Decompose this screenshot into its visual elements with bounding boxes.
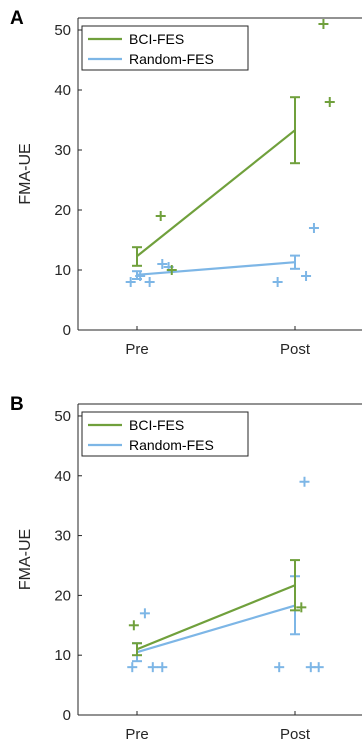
- data-point: [313, 662, 324, 673]
- series-bci-fes: [132, 19, 335, 275]
- data-point: [308, 223, 319, 233]
- x-tick-label: Post: [280, 341, 311, 358]
- y-tick-label: 0: [63, 707, 71, 724]
- legend-entry-label: Random-FES: [129, 437, 214, 453]
- legend: BCI-FES Random-FES: [81, 25, 249, 71]
- data-point: [166, 265, 177, 275]
- data-point: [147, 662, 158, 673]
- data-point: [135, 271, 146, 281]
- data-point: [155, 211, 166, 221]
- chart-panel-b: 0 10 20 30 40 50 Pre Post FMA-UE B BCI-FES Random-F…: [10, 394, 362, 742]
- data-point: [125, 277, 136, 287]
- y-axis-label: FMA-UE: [17, 143, 34, 204]
- chart-panel-a: 0 10 20 30 40 50 Pre Post FMA-UE A BCI-FES Random-F…: [10, 8, 362, 358]
- data-point: [274, 662, 285, 673]
- data-point: [157, 662, 168, 673]
- data-point: [301, 271, 312, 281]
- series-bci-fes: [128, 559, 307, 657]
- y-tick-label: 50: [54, 22, 71, 39]
- mean-line: [136, 584, 296, 651]
- y-axis-label: FMA-UE: [17, 529, 34, 590]
- x-tick-label: Post: [280, 726, 311, 742]
- data-point: [128, 620, 139, 631]
- data-point: [144, 277, 155, 287]
- legend-box: [81, 411, 249, 457]
- y-tick-label: 0: [63, 322, 71, 339]
- y-tick-label: 40: [54, 468, 71, 485]
- x-tick-label: Pre: [125, 341, 148, 358]
- mean-line: [136, 129, 296, 258]
- data-point: [296, 602, 307, 613]
- series-random-fes: [125, 223, 319, 287]
- mean-line: [136, 261, 296, 276]
- y-tick-label: 20: [54, 587, 71, 604]
- data-point: [139, 608, 150, 619]
- y-tick-label: 20: [54, 202, 71, 219]
- data-point: [157, 259, 168, 269]
- y-tick-label: 40: [54, 82, 71, 99]
- data-point: [324, 97, 335, 107]
- legend-box: [81, 25, 249, 71]
- mean-line: [136, 604, 296, 654]
- legend-entry-label: Random-FES: [129, 51, 214, 67]
- data-point: [272, 277, 283, 287]
- y-tick-label: 30: [54, 142, 71, 159]
- panel-label: A: [10, 8, 24, 29]
- x-tick-label: Pre: [125, 726, 148, 742]
- panel-label: B: [10, 394, 24, 415]
- legend-entry-label: BCI-FES: [129, 31, 184, 47]
- legend-entry-label: BCI-FES: [129, 417, 184, 433]
- y-tick-label: 30: [54, 528, 71, 545]
- y-tick-label: 50: [54, 408, 71, 425]
- data-point: [318, 19, 329, 29]
- y-tick-label: 10: [54, 262, 71, 279]
- legend: BCI-FES Random-FES: [81, 411, 249, 457]
- y-tick-label: 10: [54, 647, 71, 664]
- data-point: [127, 662, 138, 673]
- data-point: [299, 476, 310, 487]
